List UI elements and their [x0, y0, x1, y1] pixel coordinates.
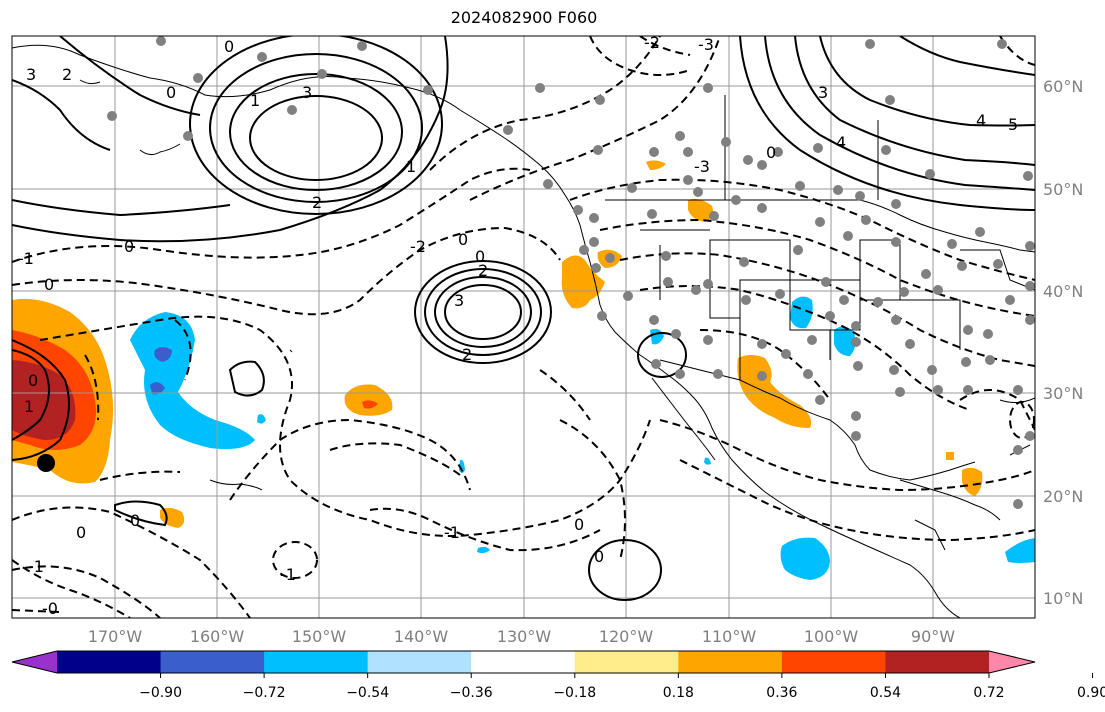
colorbar-tick-label: 0.54 — [870, 685, 901, 701]
svg-text:0: 0 — [594, 547, 604, 566]
colorbar-outline — [11, 650, 1036, 674]
svg-text:-1: -1 — [444, 523, 460, 542]
svg-text:-3: -3 — [694, 157, 710, 176]
lon-label: 130°W — [497, 627, 552, 646]
svg-text:0: 0 — [166, 83, 176, 102]
lat-label: 20°N — [1043, 487, 1083, 506]
colorbar: −0.90 −0.72 −0.54 −0.36 −0.18 0.18 0.36 0.54 0.7… — [11, 650, 1105, 701]
svg-text:0: 0 — [766, 143, 776, 162]
lon-label: 170°W — [88, 627, 143, 646]
svg-text:1: 1 — [250, 91, 260, 110]
svg-text:4: 4 — [976, 111, 986, 130]
svg-text:2: 2 — [478, 261, 488, 280]
svg-text:-1: -1 — [28, 557, 44, 576]
svg-text:3: 3 — [26, 65, 36, 84]
svg-text:-2: -2 — [410, 237, 426, 256]
map-title: 2024082900 F060 — [450, 8, 598, 27]
colorbar-segment — [678, 651, 783, 673]
svg-text:1: 1 — [406, 157, 416, 176]
svg-text:4: 4 — [836, 133, 846, 152]
grid-lines — [12, 36, 1035, 618]
svg-text:2: 2 — [462, 345, 472, 364]
svg-text:5: 5 — [1008, 115, 1018, 134]
typhoon-marker — [37, 454, 55, 472]
lon-label: 100°W — [804, 627, 859, 646]
shaded-regions — [12, 160, 1035, 580]
svg-text:-2: -2 — [644, 33, 660, 52]
lon-label: 90°W — [911, 627, 955, 646]
colorbar-segment — [367, 651, 472, 673]
colorbar-tick-label: 0.18 — [663, 685, 694, 701]
lat-label: 40°N — [1043, 282, 1083, 301]
colorbar-tick-label: −0.90 — [139, 685, 182, 701]
colorbar-tick-label: 0.36 — [766, 685, 797, 701]
svg-text:0: 0 — [28, 371, 38, 390]
svg-text:3: 3 — [818, 83, 828, 102]
svg-text:0: 0 — [574, 515, 584, 534]
latitude-labels: 60°N 50°N 40°N 30°N 20°N 10°N — [1043, 77, 1083, 608]
lat-label: 30°N — [1043, 384, 1083, 403]
station-markers — [107, 36, 1035, 509]
svg-text:2: 2 — [312, 193, 322, 212]
lon-label: 110°W — [702, 627, 757, 646]
colorbar-extend-low — [12, 651, 57, 673]
lon-label: 140°W — [394, 627, 449, 646]
colorbar-segment — [574, 651, 679, 673]
colorbar-segment — [160, 651, 265, 673]
lon-label: 160°W — [190, 627, 245, 646]
colorbar-segment — [471, 651, 576, 673]
lon-label: 120°W — [599, 627, 654, 646]
lon-label: 150°W — [292, 627, 347, 646]
lat-label: 60°N — [1043, 77, 1083, 96]
colorbar-tick-label: −0.54 — [346, 685, 389, 701]
colorbar-segment — [57, 651, 162, 673]
map-frame — [11, 35, 1036, 619]
svg-text:0: 0 — [458, 230, 468, 249]
colorbar-segment — [885, 651, 990, 673]
svg-text:0: 0 — [130, 511, 140, 530]
colorbar-tick-label: 0.90 — [1077, 685, 1105, 701]
svg-text:0: 0 — [124, 237, 134, 256]
svg-text:-3: -3 — [698, 35, 714, 54]
svg-text:0: 0 — [475, 247, 485, 266]
lat-label: 10°N — [1043, 589, 1083, 608]
colorbar-segment — [781, 651, 886, 673]
svg-text:0: 0 — [44, 275, 54, 294]
colorbar-tick-label: −0.72 — [243, 685, 286, 701]
svg-text:0: 0 — [76, 523, 86, 542]
longitude-labels: 170°W 160°W 150°W 140°W 130°W 120°W 110°… — [88, 627, 955, 646]
colorbar-tick-label: −0.18 — [553, 685, 596, 701]
svg-text:-1: -1 — [280, 565, 296, 584]
svg-text:2: 2 — [62, 65, 72, 84]
contour-value-labels: 3 2 2 0 0 0 0 -1 -0 0 0 -1 -1 -1 0 0 -2 … — [18, 33, 1018, 618]
lat-label: 50°N — [1043, 180, 1083, 199]
svg-text:3: 3 — [302, 83, 312, 102]
colorbar-tick-label: −0.36 — [450, 685, 493, 701]
colorbar-tick-label: 0.72 — [973, 685, 1004, 701]
contour-lines — [12, 36, 1035, 601]
svg-text:1: 1 — [24, 397, 34, 416]
svg-text:3: 3 — [454, 291, 464, 310]
svg-text:-0: -0 — [42, 599, 58, 618]
svg-text:-1: -1 — [18, 249, 34, 268]
colorbar-segment — [264, 651, 369, 673]
colorbar-extend-high — [989, 651, 1035, 673]
svg-text:0: 0 — [224, 37, 234, 56]
